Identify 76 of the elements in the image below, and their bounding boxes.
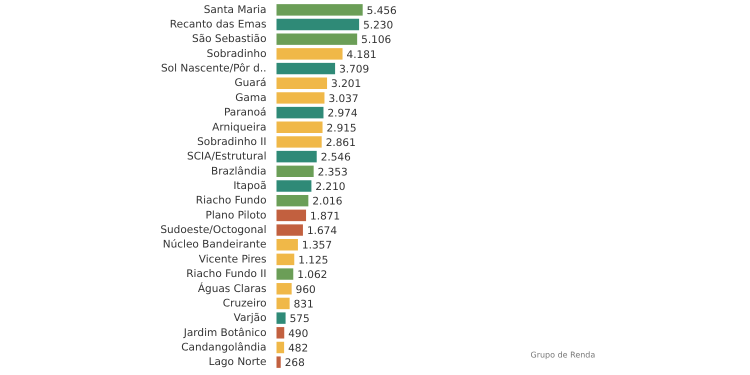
bar [276, 18, 360, 30]
bar [276, 283, 292, 294]
y-tick-label: Sobradinho [206, 48, 267, 60]
y-tick-label: Recanto das Emas [170, 18, 267, 31]
bar [276, 62, 336, 74]
y-tick-label: Gama [235, 92, 266, 104]
data-label: 2.974 [327, 108, 358, 120]
y-tick-label: Águas Claras [198, 282, 267, 295]
y-tick-label: Sobradinho II [197, 136, 267, 148]
data-label: 1.357 [302, 240, 332, 252]
data-label: 490 [288, 328, 308, 340]
y-tick-label: Riacho Fundo II [186, 268, 267, 280]
bar [276, 33, 358, 45]
y-tick-label: Núcleo Bandeirante [162, 238, 267, 251]
bar [276, 312, 286, 324]
data-label: 5.106 [361, 34, 392, 46]
y-tick-label: Santa Maria [204, 4, 267, 16]
data-label: 1.871 [310, 210, 340, 222]
y-tick-label: SCIA/Estrutural [187, 150, 267, 163]
bar [276, 4, 363, 16]
text: Grupo de Renda [530, 350, 596, 360]
data-label: 3.709 [339, 64, 370, 76]
y-tick-label: Riacho Fundo [196, 194, 266, 207]
bar [276, 342, 284, 354]
bar [276, 238, 298, 250]
data-label: 2.353 [318, 166, 348, 178]
bar [276, 48, 343, 60]
y-tick-label: Arniqueira [212, 121, 267, 134]
data-label: 268 [284, 357, 305, 370]
y-tick-label: Jardim Botânico [182, 326, 267, 339]
bar [276, 122, 323, 134]
data-label: 1.674 [306, 225, 338, 238]
bar [276, 106, 324, 118]
bar [276, 78, 328, 89]
data-label: 5.456 [366, 4, 398, 17]
data-label: 960 [296, 284, 316, 296]
bar [276, 356, 281, 368]
y-tick-label: Itapoã [233, 180, 266, 192]
data-label: 5.230 [363, 20, 394, 32]
y-tick-label: Varjão [234, 312, 267, 324]
data-label: 575 [290, 313, 310, 326]
bar [276, 92, 324, 104]
bar [276, 254, 294, 266]
data-label: 1.125 [298, 254, 328, 266]
data-label: 482 [288, 342, 308, 354]
bar [276, 194, 308, 206]
data-label: 2.915 [326, 122, 357, 134]
y-tick-label: Lago Norte [208, 356, 267, 368]
data-label: 3.201 [331, 78, 362, 90]
y-tick-label: Cruzeiro [222, 297, 266, 310]
data-label: 2.546 [320, 152, 352, 164]
y-tick-label: Guará [234, 77, 267, 90]
bar [276, 150, 317, 162]
bar [276, 224, 303, 236]
data-label: 3.037 [328, 92, 359, 105]
data-label: 4.181 [346, 48, 377, 61]
data-label: 2.861 [326, 136, 356, 149]
bar [276, 327, 284, 339]
bar [276, 166, 314, 178]
y-tick-label: Vicente Pires [198, 253, 267, 266]
y-tick-label: Sudoeste/Octogonal [160, 224, 267, 236]
data-label: 1.062 [297, 269, 328, 282]
bar [276, 268, 294, 280]
y-tick-label: Paranoá [224, 106, 267, 119]
bar [276, 210, 306, 222]
bar [276, 136, 322, 148]
data-label: 831 [294, 298, 314, 310]
y-tick-label: Brazlândia [211, 165, 267, 178]
data-label: 2.210 [315, 181, 346, 193]
y-tick-label: São Sebastião [192, 33, 267, 46]
bar [276, 298, 290, 310]
y-tick-label: Sol Nascente/Pôr d.. [161, 62, 266, 75]
y-tick-label: Plano Piloto [206, 209, 267, 222]
y-tick-label: Candangolândia [181, 341, 267, 354]
data-label: 2.016 [312, 196, 343, 208]
bar [276, 180, 312, 192]
